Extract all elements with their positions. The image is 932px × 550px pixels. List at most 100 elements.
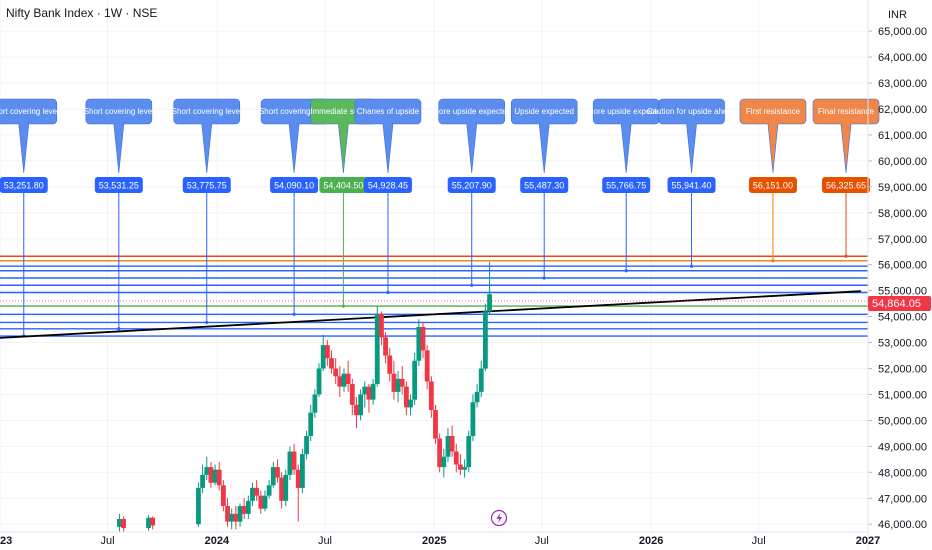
candle-body — [470, 402, 476, 436]
candle[interactable] — [312, 389, 318, 418]
level-callout[interactable]: Final resistance 56,325.65 — [812, 98, 880, 193]
y-tick-label: 59,000.00 — [878, 182, 927, 194]
candle[interactable] — [428, 376, 434, 418]
candle[interactable] — [337, 365, 343, 398]
candle[interactable] — [229, 508, 235, 530]
candle[interactable] — [287, 446, 293, 481]
candles[interactable] — [117, 262, 492, 532]
candle[interactable] — [482, 303, 488, 372]
candle[interactable] — [324, 339, 330, 366]
level-callout[interactable]: Short covering level 53,251.80 — [0, 98, 59, 193]
candle-body — [437, 438, 443, 468]
candle[interactable] — [487, 262, 492, 315]
candle[interactable] — [291, 443, 297, 475]
candle[interactable] — [354, 397, 359, 429]
candle[interactable] — [383, 332, 388, 364]
candle[interactable] — [308, 404, 314, 442]
level-callout[interactable]: More upside expected 55,207.90 — [432, 98, 511, 193]
candle[interactable] — [412, 352, 418, 405]
candle[interactable] — [399, 365, 405, 395]
candle[interactable] — [387, 347, 393, 382]
level-callout[interactable]: Caution for upside ahead 55,941.40 — [647, 98, 736, 193]
candle-body — [412, 360, 418, 400]
candle-body — [270, 467, 276, 486]
candle[interactable] — [225, 498, 230, 527]
candle[interactable] — [270, 461, 276, 488]
candle[interactable] — [370, 378, 376, 405]
level-callout[interactable]: Short covering level 53,775.75 — [172, 98, 242, 193]
candle[interactable] — [403, 381, 409, 416]
candle[interactable] — [437, 433, 443, 473]
candle[interactable] — [204, 456, 210, 481]
y-tick-label: 51,000.00 — [878, 389, 927, 401]
candle[interactable] — [283, 469, 289, 507]
candle[interactable] — [262, 490, 268, 512]
candle[interactable] — [470, 394, 476, 442]
candle[interactable] — [345, 360, 351, 392]
candle[interactable] — [466, 430, 472, 473]
candle[interactable] — [333, 358, 339, 385]
callout-note: Short covering level — [0, 107, 59, 116]
candle[interactable] — [146, 515, 151, 531]
candle[interactable] — [295, 464, 301, 522]
candle[interactable] — [233, 506, 239, 530]
candle[interactable] — [420, 321, 426, 359]
candle[interactable] — [445, 428, 451, 462]
candle[interactable] — [478, 360, 484, 398]
candle[interactable] — [362, 381, 368, 408]
candle[interactable] — [316, 363, 322, 398]
time-axis[interactable]: 2023 Jul 2024 Jul 2025 Jul 2026 Jul 2027 — [0, 531, 880, 547]
candle[interactable] — [408, 394, 413, 416]
candle[interactable] — [216, 461, 222, 491]
candle[interactable] — [212, 464, 218, 486]
candle[interactable] — [250, 482, 255, 507]
candle[interactable] — [374, 306, 380, 387]
candle[interactable] — [341, 368, 347, 392]
candle[interactable] — [366, 384, 372, 413]
level-callout[interactable]: Chanes of upside 54,928.45 — [354, 98, 422, 193]
candle[interactable] — [458, 454, 463, 475]
candle[interactable] — [424, 345, 430, 390]
candle[interactable] — [117, 513, 122, 532]
candle[interactable] — [441, 448, 447, 478]
candle[interactable] — [266, 480, 272, 499]
candle[interactable] — [320, 334, 326, 372]
candle[interactable] — [241, 498, 247, 520]
candle[interactable] — [279, 472, 285, 509]
level-callout[interactable]: First resistance 56,151.00 — [739, 98, 807, 193]
candle[interactable] — [449, 425, 455, 457]
level-callout[interactable]: Upside expected 55,487.30 — [510, 98, 578, 193]
candle[interactable] — [200, 464, 205, 494]
candle[interactable] — [208, 461, 214, 488]
level-callout[interactable]: More upside expected 55,766.75 — [587, 98, 666, 193]
level-callout[interactable]: Short covering level 53,531.25 — [84, 98, 154, 193]
candle[interactable] — [121, 516, 126, 532]
candle[interactable] — [462, 459, 467, 478]
candle[interactable] — [349, 378, 355, 416]
candle[interactable] — [453, 443, 459, 473]
candle[interactable] — [300, 448, 305, 494]
candle[interactable] — [150, 516, 156, 530]
candle[interactable] — [220, 480, 226, 512]
candle[interactable] — [275, 459, 280, 483]
candle[interactable] — [245, 495, 251, 520]
candle[interactable] — [254, 480, 260, 501]
candle[interactable] — [196, 482, 201, 527]
candle[interactable] — [433, 404, 438, 444]
candle[interactable] — [391, 360, 397, 400]
lightning-icon[interactable] — [490, 509, 508, 527]
candle[interactable] — [395, 371, 401, 403]
candle[interactable] — [358, 389, 364, 421]
candle-body — [291, 451, 297, 470]
candle[interactable] — [416, 319, 422, 366]
candle[interactable] — [379, 311, 384, 346]
candle[interactable] — [237, 503, 243, 527]
candle[interactable] — [474, 384, 480, 408]
candle[interactable] — [258, 490, 264, 514]
candle[interactable] — [329, 350, 334, 374]
candle[interactable] — [304, 430, 309, 460]
price-axis[interactable]: 46,000.00 47,000.00 48,000.00 49,000.00 50,0… — [867, 0, 927, 550]
x-tick-label: 2025 — [422, 535, 446, 547]
